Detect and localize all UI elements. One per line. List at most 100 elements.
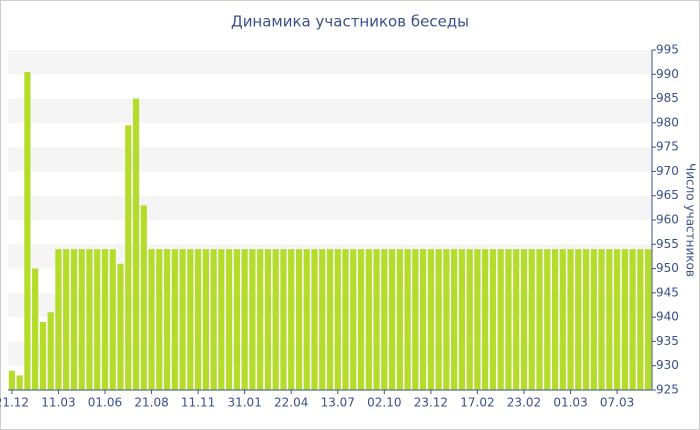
bar: [280, 249, 287, 390]
bar: [513, 249, 520, 390]
bar: [101, 249, 109, 390]
bar: [117, 263, 124, 390]
bar: [497, 249, 504, 390]
bar: [303, 249, 310, 390]
bar: [381, 249, 388, 390]
bar: [544, 249, 551, 390]
bar: [272, 249, 279, 390]
bar: [210, 249, 217, 390]
bar: [427, 249, 434, 390]
y-tick-label: 960: [656, 213, 679, 227]
bar: [187, 249, 194, 390]
bar: [156, 249, 163, 390]
y-tick-label: 945: [656, 285, 679, 299]
bar: [94, 249, 101, 390]
bar: [505, 249, 512, 390]
bar: [435, 249, 442, 390]
bar: [528, 249, 535, 390]
grid-band: [8, 98, 652, 123]
x-tick-label: 13.07: [321, 396, 355, 410]
y-tick-label: 955: [656, 237, 679, 251]
y-tick-label: 925: [656, 383, 679, 397]
x-tick-label: 23.12: [414, 396, 448, 410]
y-tick-label: 935: [656, 334, 679, 348]
y-tick-label: 985: [656, 91, 679, 105]
bar: [621, 249, 628, 390]
bar: [645, 249, 652, 390]
bar: [226, 249, 233, 390]
bar: [598, 249, 605, 390]
bar: [39, 322, 47, 390]
y-tick-label: 965: [656, 188, 679, 202]
bar: [241, 249, 248, 390]
y-tick-label: 930: [656, 358, 679, 372]
bar: [109, 249, 116, 390]
bar: [606, 249, 613, 390]
bar: [575, 249, 582, 390]
bar: [132, 98, 140, 391]
bar: [350, 249, 357, 390]
x-tick-label: 01.03: [553, 396, 587, 410]
bar: [536, 249, 543, 390]
bar: [551, 249, 559, 390]
bar: [357, 249, 365, 390]
x-tick-label: 17.02: [460, 396, 494, 410]
x-tick-label: 07.03: [600, 396, 634, 410]
bar: [590, 249, 597, 390]
bar: [179, 249, 186, 390]
bar: [194, 249, 202, 390]
bar: [443, 249, 450, 390]
y-tick-label: 940: [656, 310, 679, 324]
grid-band: [8, 147, 652, 172]
bar: [458, 249, 466, 390]
bar: [520, 249, 528, 390]
bar: [334, 249, 341, 390]
bar: [249, 249, 256, 390]
bar: [342, 249, 349, 390]
bar: [466, 249, 473, 390]
chart-title: Динамика участников беседы: [231, 13, 469, 31]
bar: [288, 249, 295, 390]
bar: [202, 249, 209, 390]
bar: [489, 249, 497, 390]
x-tick-label: 11.03: [41, 396, 75, 410]
x-tick-label: 02.10: [367, 396, 401, 410]
bar: [388, 249, 396, 390]
grid-band: [8, 50, 652, 75]
grid-band: [8, 195, 652, 220]
bar: [78, 249, 85, 390]
bar: [47, 312, 54, 390]
bar: [396, 249, 403, 390]
bar: [567, 249, 574, 390]
bar: [8, 370, 15, 390]
y-tick-label: 970: [656, 164, 679, 178]
bar: [420, 249, 427, 390]
bar: [474, 249, 481, 390]
y-tick-label: 980: [656, 115, 679, 129]
bar: [32, 268, 39, 390]
bar: [171, 249, 178, 390]
bar: [613, 249, 621, 390]
x-tick-label: 22.04: [274, 396, 308, 410]
bar: [24, 71, 31, 390]
bar: [55, 249, 62, 390]
bar: [482, 249, 489, 390]
bar: [163, 249, 171, 390]
y-axis-label: Число участников: [684, 163, 698, 277]
x-tick-label: 11.11: [181, 396, 215, 410]
bar: [404, 249, 411, 390]
bar: [257, 249, 264, 390]
bar: [373, 249, 380, 390]
bar: [125, 125, 132, 391]
bar: [140, 205, 147, 390]
bar: [582, 249, 590, 390]
bar: [326, 249, 334, 390]
plot: [8, 49, 656, 394]
bar: [637, 249, 644, 390]
x-tick-label: 01.06: [88, 396, 122, 410]
x-tick-label: 23.02: [507, 396, 541, 410]
bar: [148, 249, 155, 390]
bar: [311, 249, 318, 390]
bar: [295, 249, 303, 390]
